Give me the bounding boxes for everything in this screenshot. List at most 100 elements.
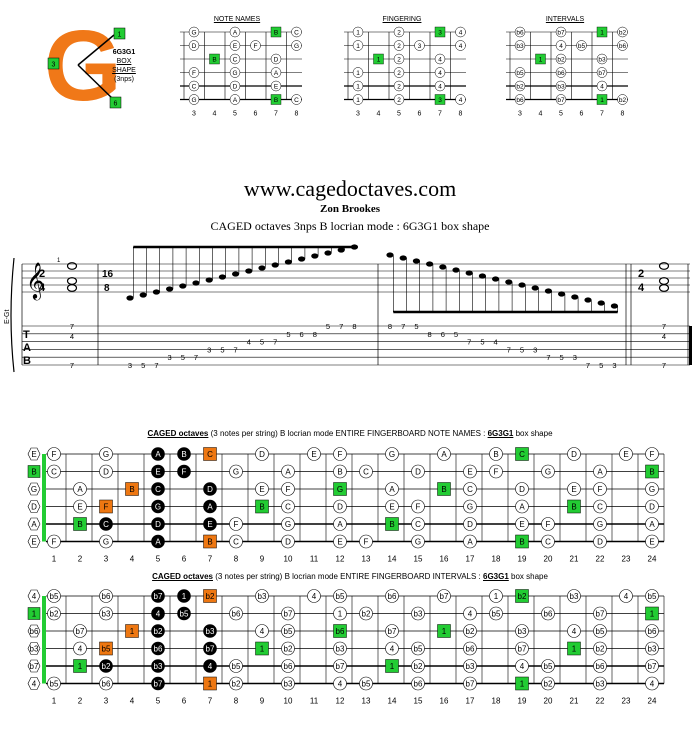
fb-fret-number: 22 — [596, 697, 605, 706]
fretboard-note-names: 1 2 3 4 5 6 7 8 9 10 11 12 13 14 15 16 17 18 19 20 21 22 23 24E… — [27, 447, 665, 564]
fb-open-label: 4 — [32, 680, 37, 689]
mini-note-label: b3 — [557, 84, 565, 91]
fb-open-note — [27, 517, 41, 531]
run-down-note — [426, 261, 434, 267]
fb-note — [151, 624, 165, 638]
fb-note-label: E — [389, 503, 394, 512]
fingering-mark: 1 — [57, 258, 61, 264]
mini-note-label: D — [274, 57, 279, 64]
fb-note-label: b5 — [336, 592, 345, 601]
fb-fret-number: 3 — [104, 555, 109, 564]
run-up-tab: 6 — [300, 330, 304, 339]
fb-note-label: A — [337, 520, 343, 529]
fb-note — [593, 517, 607, 531]
time-sig: 4 — [638, 282, 645, 294]
fb-note — [515, 499, 529, 514]
fb-marked-note — [333, 624, 347, 638]
fb-note-label: G — [103, 538, 109, 547]
run-up-note — [311, 253, 319, 259]
fb-open-label: E — [31, 538, 36, 547]
mini-note-label: 2 — [397, 30, 401, 37]
fb-note — [385, 499, 399, 514]
fb-marked-note — [567, 499, 581, 514]
fb-fret-number: 7 — [208, 697, 213, 706]
fb-note-label: 4 — [260, 627, 265, 636]
fb-marked-note — [515, 589, 529, 603]
fb-note-label: b2 — [518, 592, 527, 601]
mini-note — [555, 94, 567, 105]
fb-fret-number: 20 — [544, 697, 553, 706]
mini-note — [617, 40, 628, 51]
mini-note-label: A — [233, 97, 238, 104]
fb-note-label: b3 — [596, 680, 605, 689]
fb-fret-number: 12 — [336, 697, 345, 706]
fb-note-label: b6 — [414, 680, 423, 689]
mini-note-label: 1 — [356, 43, 360, 50]
mini-note-label: 2 — [397, 84, 401, 91]
mini-root-marker — [270, 94, 282, 105]
fb-note-label: B — [389, 520, 394, 529]
fb-note — [411, 606, 425, 621]
tab-letter: B — [23, 355, 31, 367]
fb-note-label: D — [415, 468, 421, 477]
mini-note — [514, 26, 526, 38]
fb-note — [567, 589, 581, 603]
site-url[interactable]: www.cagedoctaves.com — [243, 176, 457, 201]
fb-note — [229, 517, 243, 531]
fb-note-label: E — [77, 503, 82, 512]
fb-note — [463, 499, 477, 514]
mini-note — [596, 67, 608, 78]
mini-fret-number: 3 — [518, 111, 522, 118]
fb-note-label: A — [467, 538, 473, 547]
fb-note-label: b6 — [648, 627, 657, 636]
mini-note — [229, 94, 241, 105]
fb-fret-number: 23 — [622, 697, 631, 706]
fb-note-label: b2 — [154, 627, 163, 636]
mini-note-label: 3 — [418, 43, 422, 50]
fb-open-note — [27, 482, 41, 496]
fb-note — [645, 534, 659, 549]
mini-note — [455, 40, 466, 51]
fb-note — [151, 606, 165, 621]
fb-note-label: D — [519, 485, 525, 494]
fb-note — [593, 676, 607, 691]
fb-note-label: b6 — [544, 610, 553, 619]
fb-note-label: F — [416, 503, 421, 512]
run-down-tab: 7 — [586, 361, 590, 370]
fb-open-note — [27, 677, 41, 690]
fb-note-label: b3 — [154, 662, 163, 671]
fb-note-label: 4 — [572, 627, 577, 636]
fb-note — [333, 447, 347, 461]
run-down-tab: 5 — [480, 338, 484, 347]
fb-note — [385, 482, 399, 496]
fb-nut — [42, 454, 46, 542]
fb-note-label: 4 — [338, 680, 343, 689]
fb-note-label: B — [181, 450, 186, 459]
fb-open-label: b7 — [30, 662, 39, 671]
fb-open-label: b3 — [30, 645, 39, 654]
fb-fret-number: 15 — [414, 697, 423, 706]
run-down-note — [610, 303, 619, 309]
fb-open-note — [27, 642, 41, 655]
run-up-note — [245, 268, 253, 274]
fb-note-label: b6 — [284, 662, 293, 671]
fretboard-intervals: 1 2 3 4 5 6 7 8 9 10 11 12 13 14 15 16 17 18 19 20 21 22 23 244… — [27, 589, 665, 706]
fb-note-label: B — [207, 538, 212, 547]
fb-note — [151, 447, 165, 461]
mini-note — [514, 67, 526, 78]
fb-note — [463, 624, 477, 638]
fb-note-label: 1 — [390, 662, 395, 671]
mini-note — [414, 40, 425, 51]
fb-note-label: C — [51, 468, 57, 477]
fb-note-label: D — [649, 503, 655, 512]
run-up-note — [271, 262, 279, 268]
fb-note-label: b2 — [414, 662, 423, 671]
fb-note-label: C — [597, 503, 603, 512]
run-down-note — [412, 258, 420, 264]
mini-title-fingering: FINGERING — [382, 16, 422, 23]
fb-note-label: C — [519, 450, 525, 459]
fb-note — [333, 517, 347, 531]
mini-note-label: b5 — [578, 43, 586, 50]
fb-note-label: G — [233, 468, 239, 477]
fb-note-label: b2 — [50, 610, 59, 619]
